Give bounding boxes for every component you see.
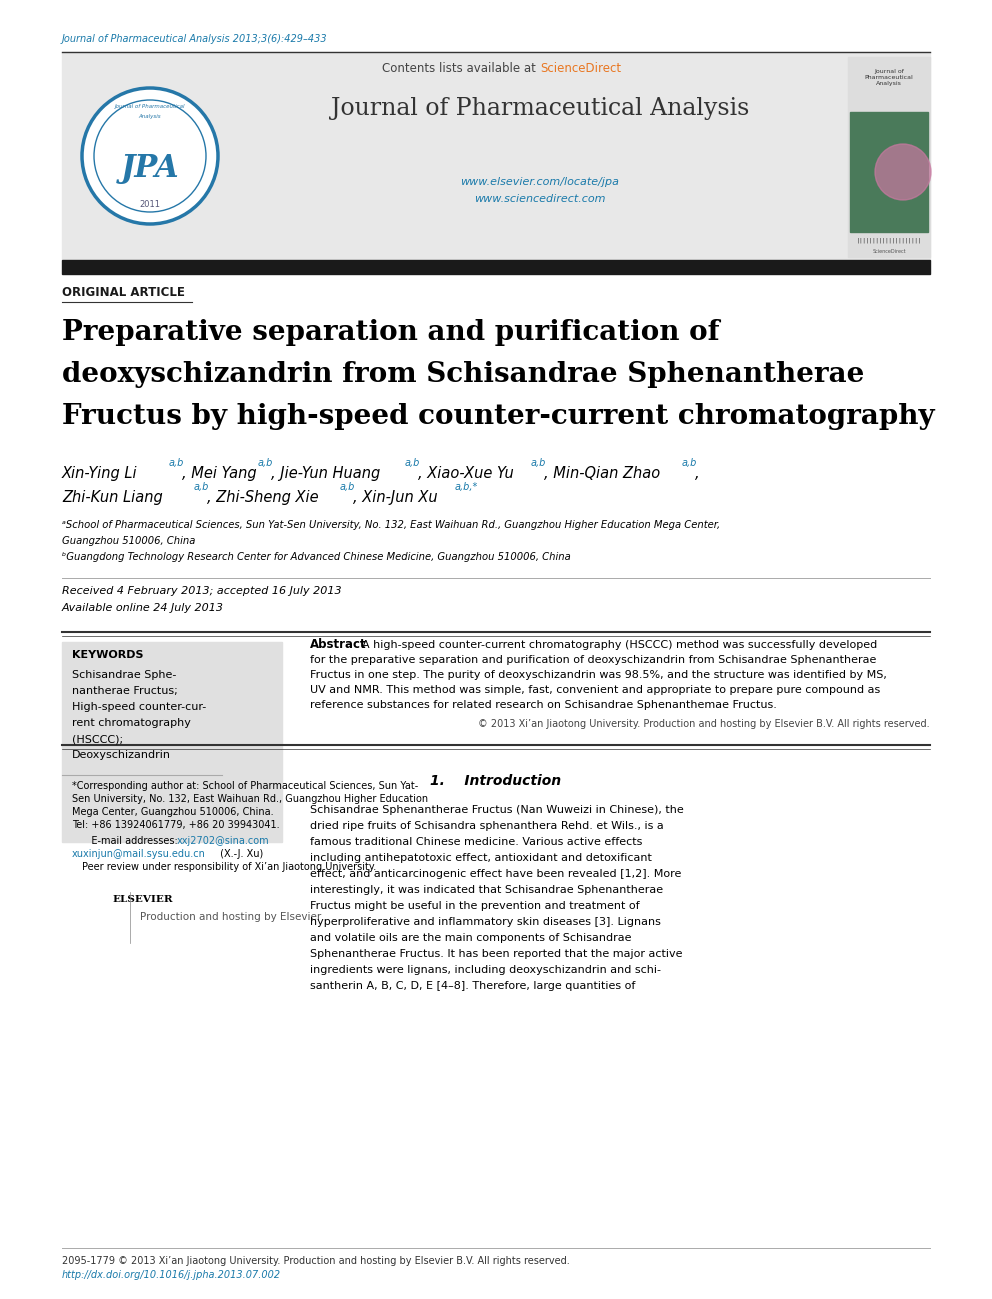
Text: ᵇGuangdong Technology Research Center for Advanced Chinese Medicine, Guangzhou 5: ᵇGuangdong Technology Research Center fo…: [62, 552, 570, 562]
Text: a,b: a,b: [340, 482, 355, 492]
Text: Abstract: Abstract: [310, 638, 367, 651]
Text: *Corresponding author at: School of Pharmaceutical Sciences, Sun Yat-: *Corresponding author at: School of Phar…: [72, 781, 419, 791]
Text: interestingly, it was indicated that Schisandrae Sphenantherae: interestingly, it was indicated that Sch…: [310, 885, 663, 895]
Text: a,b,*: a,b,*: [455, 482, 478, 492]
Bar: [62, 260, 930, 274]
Text: ingredients were lignans, including deoxyschizandrin and schi-: ingredients were lignans, including deox…: [310, 965, 661, 976]
Text: ᵃSchool of Pharmaceutical Sciences, Sun Yat-Sen University, No. 132, East Waihua: ᵃSchool of Pharmaceutical Sciences, Sun …: [62, 520, 720, 530]
Text: , Mei Yang: , Mei Yang: [182, 466, 257, 481]
Text: (X.-J. Xu): (X.-J. Xu): [217, 850, 263, 859]
Text: ScienceDirect: ScienceDirect: [540, 62, 621, 75]
Text: Preparative separation and purification of: Preparative separation and purification …: [62, 320, 719, 346]
Text: Sen University, No. 132, East Waihuan Rd., Guangzhou Higher Education: Sen University, No. 132, East Waihuan Rd…: [72, 794, 429, 804]
Text: Zhi-Kun Liang: Zhi-Kun Liang: [62, 490, 163, 505]
Text: effect, and anticarcinogenic effect have been revealed [1,2]. More: effect, and anticarcinogenic effect have…: [310, 869, 682, 879]
Text: Guangzhou 510006, China: Guangzhou 510006, China: [62, 536, 195, 546]
Circle shape: [875, 144, 931, 200]
Text: E-mail addresses:: E-mail addresses:: [82, 837, 181, 846]
Text: www.elsevier.com/locate/jpa: www.elsevier.com/locate/jpa: [460, 177, 619, 187]
Text: ScienceDirect: ScienceDirect: [872, 249, 906, 255]
Text: , Jie-Yun Huang: , Jie-Yun Huang: [271, 466, 380, 481]
Text: High-speed counter-cur-: High-speed counter-cur-: [72, 701, 206, 712]
Bar: [850, 112, 928, 233]
Text: Journal of Pharmaceutical Analysis 2013;3(6):429–433: Journal of Pharmaceutical Analysis 2013;…: [62, 34, 327, 44]
Text: ,: ,: [695, 466, 699, 481]
Text: a,b: a,b: [258, 459, 274, 468]
Text: Sphenantherae Fructus. It has been reported that the major active: Sphenantherae Fructus. It has been repor…: [310, 950, 682, 959]
Text: Journal of Pharmaceutical Analysis: Journal of Pharmaceutical Analysis: [330, 97, 749, 120]
Text: xuxinjun@mail.sysu.edu.cn: xuxinjun@mail.sysu.edu.cn: [72, 850, 206, 859]
Text: Fructus in one step. The purity of deoxyschizandrin was 98.5%, and the structure: Fructus in one step. The purity of deoxy…: [310, 670, 887, 679]
Text: Fructus might be useful in the prevention and treatment of: Fructus might be useful in the preventio…: [310, 902, 640, 911]
Text: xxj2702@sina.com: xxj2702@sina.com: [177, 837, 270, 846]
Text: including antihepatotoxic effect, antioxidant and detoxificant: including antihepatotoxic effect, antiox…: [310, 853, 652, 863]
Text: reference substances for related research on Schisandrae Sphenanthemae Fructus.: reference substances for related researc…: [310, 700, 777, 711]
Bar: [62, 52, 930, 260]
Text: deoxyschizandrin from Schisandrae Sphenantherae: deoxyschizandrin from Schisandrae Sphena…: [62, 361, 864, 388]
Text: Analysis: Analysis: [139, 113, 162, 118]
Text: 2095-1779 © 2013 Xi’an Jiaotong University. Production and hosting by Elsevier B: 2095-1779 © 2013 Xi’an Jiaotong Universi…: [62, 1256, 569, 1267]
Text: hyperproliferative and inflammatory skin diseases [3]. Lignans: hyperproliferative and inflammatory skin…: [310, 917, 661, 927]
Text: Xin-Ying Li: Xin-Ying Li: [62, 466, 138, 481]
Text: a,b: a,b: [531, 459, 547, 468]
Text: ORIGINAL ARTICLE: ORIGINAL ARTICLE: [62, 286, 185, 299]
Text: Production and hosting by Elsevier: Production and hosting by Elsevier: [140, 912, 321, 922]
Text: Tel: +86 13924061779, +86 20 39943041.: Tel: +86 13924061779, +86 20 39943041.: [72, 820, 280, 830]
Text: , Xiao-Xue Yu: , Xiao-Xue Yu: [418, 466, 514, 481]
Text: www.sciencedirect.com: www.sciencedirect.com: [474, 194, 606, 204]
Text: Schisandrae Sphenantherae Fructus (Nan Wuweizi in Chinese), the: Schisandrae Sphenantherae Fructus (Nan W…: [310, 805, 683, 814]
Text: Journal of
Pharmaceutical
Analysis: Journal of Pharmaceutical Analysis: [865, 69, 914, 86]
Text: ELSEVIER: ELSEVIER: [112, 895, 173, 904]
Text: and volatile oils are the main components of Schisandrae: and volatile oils are the main component…: [310, 933, 632, 943]
Text: 2011: 2011: [140, 200, 161, 209]
Text: UV and NMR. This method was simple, fast, convenient and appropriate to prepare : UV and NMR. This method was simple, fast…: [310, 685, 880, 695]
Text: dried ripe fruits of Schisandra sphenanthera Rehd. et Wils., is a: dried ripe fruits of Schisandra sphenant…: [310, 821, 664, 831]
Text: famous traditional Chinese medicine. Various active effects: famous traditional Chinese medicine. Var…: [310, 837, 643, 847]
Text: Peer review under responsibility of Xi’an Jiaotong University.: Peer review under responsibility of Xi’a…: [82, 863, 376, 872]
Text: A high-speed counter-current chromatography (HSCCC) method was successfully deve: A high-speed counter-current chromatogra…: [362, 640, 877, 650]
Text: Mega Center, Guangzhou 510006, China.: Mega Center, Guangzhou 510006, China.: [72, 807, 274, 817]
Text: Available online 24 July 2013: Available online 24 July 2013: [62, 603, 224, 613]
Circle shape: [82, 88, 218, 223]
Text: http://dx.doi.org/10.1016/j.jpha.2013.07.002: http://dx.doi.org/10.1016/j.jpha.2013.07…: [62, 1270, 281, 1280]
Text: Deoxyschizandrin: Deoxyschizandrin: [72, 750, 171, 760]
Text: © 2013 Xi’an Jiaotong University. Production and hosting by Elsevier B.V. All ri: © 2013 Xi’an Jiaotong University. Produc…: [478, 720, 930, 729]
Bar: [62, 890, 282, 944]
Text: Received 4 February 2013; accepted 16 July 2013: Received 4 February 2013; accepted 16 Ju…: [62, 586, 341, 596]
Text: ||||||||||||||||||||: ||||||||||||||||||||: [856, 236, 922, 243]
Text: , Min-Qian Zhao: , Min-Qian Zhao: [544, 466, 661, 481]
Text: Fructus by high-speed counter-current chromatography: Fructus by high-speed counter-current ch…: [62, 403, 934, 430]
Text: for the preparative separation and purification of deoxyschizandrin from Schisan: for the preparative separation and purif…: [310, 655, 876, 665]
Text: Contents lists available at: Contents lists available at: [382, 62, 540, 75]
Text: JPA: JPA: [121, 152, 180, 183]
Text: Schisandrae Sphe-: Schisandrae Sphe-: [72, 670, 177, 679]
Text: santherin A, B, C, D, E [4–8]. Therefore, large quantities of: santherin A, B, C, D, E [4–8]. Therefore…: [310, 981, 635, 991]
Text: , Zhi-Sheng Xie: , Zhi-Sheng Xie: [207, 490, 318, 505]
Bar: [848, 57, 930, 257]
Text: rent chromatography: rent chromatography: [72, 718, 190, 727]
Text: Journal of Pharmaceutical: Journal of Pharmaceutical: [115, 104, 186, 109]
Text: KEYWORDS: KEYWORDS: [72, 650, 144, 660]
Text: 1.    Introduction: 1. Introduction: [431, 774, 561, 788]
Bar: [62, 642, 282, 842]
Text: , Xin-Jun Xu: , Xin-Jun Xu: [353, 490, 437, 505]
Text: a,b: a,b: [405, 459, 421, 468]
Text: nantherae Fructus;: nantherae Fructus;: [72, 686, 178, 696]
Text: a,b: a,b: [682, 459, 697, 468]
Text: a,b: a,b: [169, 459, 185, 468]
Text: a,b: a,b: [194, 482, 209, 492]
Text: (HSCCC);: (HSCCC);: [72, 734, 123, 744]
